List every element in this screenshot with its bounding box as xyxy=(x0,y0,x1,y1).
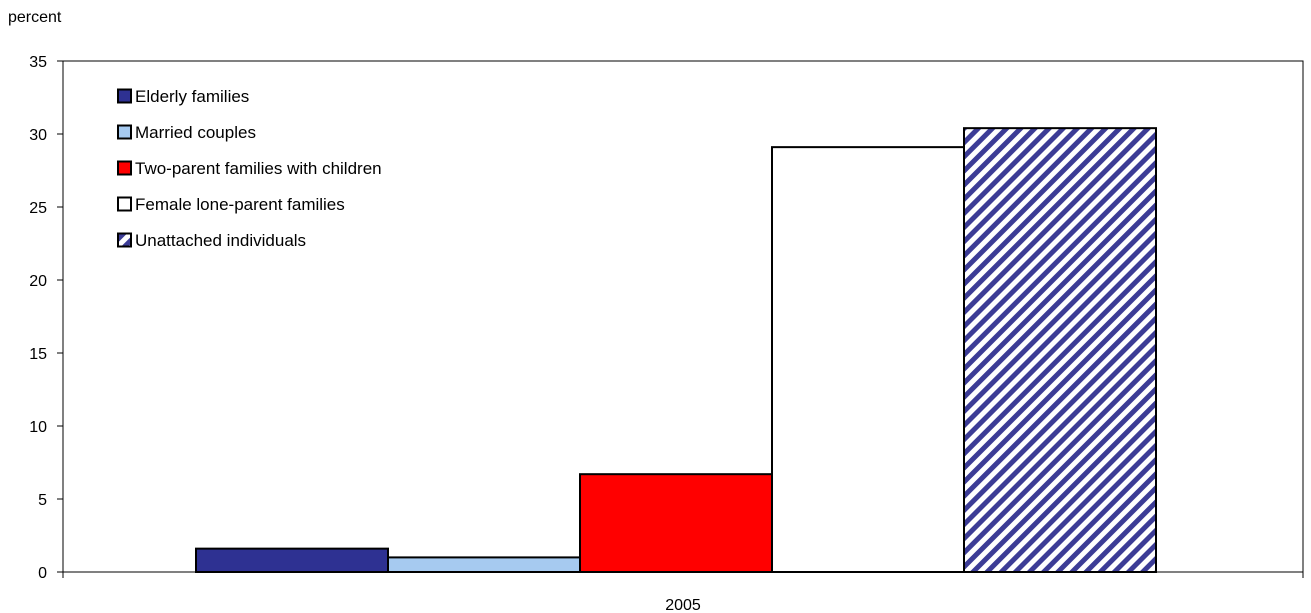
bar xyxy=(963,127,1157,573)
bar xyxy=(579,473,773,573)
legend-swatch xyxy=(117,196,132,212)
legend-label: Elderly families xyxy=(135,87,249,106)
legend-swatch xyxy=(117,88,132,104)
y-tick-label: 25 xyxy=(29,200,47,217)
x-axis-categories: 2005 xyxy=(62,572,1304,613)
legend: Elderly families Married couples Two-paren… xyxy=(117,87,382,250)
y-tick-label: 30 xyxy=(29,127,47,144)
legend-label: Unattached individuals xyxy=(135,231,306,250)
legend-label: Married couples xyxy=(135,123,256,142)
y-axis-title: percent xyxy=(8,9,62,26)
legend-swatch xyxy=(117,160,132,176)
legend-swatch xyxy=(117,124,132,140)
y-tick-label: 15 xyxy=(29,346,47,363)
legend-label: Two-parent families with children xyxy=(135,159,382,178)
y-tick-label: 0 xyxy=(38,565,47,582)
bars xyxy=(195,127,1157,574)
y-tick-label: 20 xyxy=(29,273,47,290)
y-tick-label: 5 xyxy=(38,492,47,509)
y-tick-label: 10 xyxy=(29,419,47,436)
bar xyxy=(771,146,965,573)
x-category-label: 2005 xyxy=(665,597,701,613)
legend-label: Female lone-parent families xyxy=(135,195,345,214)
y-axis-ticks: 0 5 10 15 20 25 30 35 xyxy=(29,54,63,582)
bar xyxy=(195,547,389,574)
bar xyxy=(387,556,581,574)
legend-swatch xyxy=(117,232,132,248)
y-tick-label: 35 xyxy=(29,54,47,71)
